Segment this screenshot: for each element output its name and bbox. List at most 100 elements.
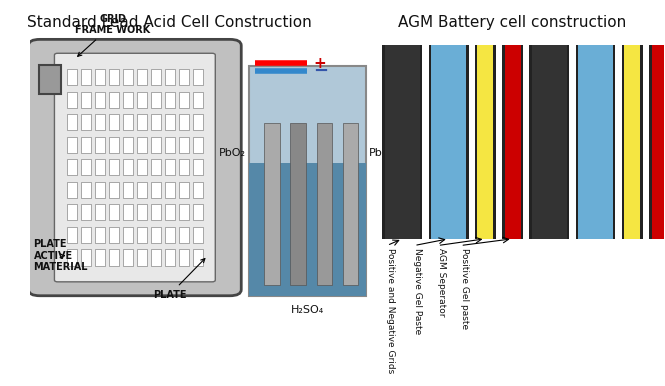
Bar (649, 46, 665, 239)
Bar (265, 124, 280, 285)
Bar (193, 182, 203, 198)
Bar (151, 91, 161, 108)
Bar (179, 182, 190, 198)
Bar (66, 137, 77, 153)
Bar (291, 124, 306, 285)
Bar (151, 137, 161, 153)
Bar (179, 204, 190, 220)
FancyBboxPatch shape (55, 53, 215, 282)
Bar (193, 227, 203, 243)
Bar (529, 46, 569, 239)
Bar (123, 91, 133, 108)
Bar (95, 91, 105, 108)
Bar (80, 137, 91, 153)
Bar (123, 159, 133, 175)
Bar (151, 114, 161, 130)
Bar (137, 137, 147, 153)
Text: Pb: Pb (369, 149, 383, 158)
Bar (165, 249, 175, 266)
Bar (80, 227, 91, 243)
Bar (431, 46, 466, 239)
Bar (165, 137, 175, 153)
Bar (123, 227, 133, 243)
Bar (137, 227, 147, 243)
Bar (80, 159, 91, 175)
Bar (165, 114, 175, 130)
Bar (66, 204, 77, 220)
Bar (151, 204, 161, 220)
Text: H₂SO₄: H₂SO₄ (291, 305, 324, 315)
Text: Standard Lead Acid Cell Construction: Standard Lead Acid Cell Construction (27, 15, 312, 30)
Bar (95, 204, 105, 220)
Bar (80, 182, 91, 198)
Bar (39, 65, 61, 94)
Bar (66, 159, 77, 175)
Bar (151, 182, 161, 198)
Bar (576, 46, 616, 239)
Bar (165, 204, 175, 220)
Bar (165, 159, 175, 175)
Bar (95, 69, 105, 85)
Bar (165, 69, 175, 85)
Bar (66, 114, 77, 130)
Text: PbO₂: PbO₂ (219, 149, 245, 158)
Bar (95, 249, 105, 266)
Bar (249, 163, 366, 296)
Bar (80, 114, 91, 130)
Bar (137, 69, 147, 85)
Bar (66, 182, 77, 198)
Bar (429, 46, 469, 239)
Bar (137, 249, 147, 266)
Bar (179, 159, 190, 175)
Bar (109, 182, 119, 198)
Bar (165, 227, 175, 243)
Text: +: + (313, 56, 326, 71)
Bar (137, 204, 147, 220)
Bar (179, 249, 190, 266)
Bar (137, 114, 147, 130)
Text: Negative Gel Paste: Negative Gel Paste (414, 248, 422, 334)
Bar (317, 124, 332, 285)
Bar (66, 69, 77, 85)
Bar (193, 91, 203, 108)
Bar (151, 69, 161, 85)
Bar (382, 46, 422, 239)
Text: AGM Seperator: AGM Seperator (437, 248, 446, 317)
Bar (652, 46, 665, 239)
Bar (109, 114, 119, 130)
Bar (95, 182, 105, 198)
Bar (179, 227, 190, 243)
Bar (193, 69, 203, 85)
Bar (151, 227, 161, 243)
Bar (505, 46, 521, 239)
Bar (249, 66, 366, 296)
Bar (123, 137, 133, 153)
Bar (80, 91, 91, 108)
Text: Positive and Negative Grids: Positive and Negative Grids (386, 248, 395, 373)
Bar (137, 182, 147, 198)
Bar (578, 46, 613, 239)
Bar (123, 114, 133, 130)
Bar (193, 137, 203, 153)
Bar (179, 69, 190, 85)
Bar (109, 91, 119, 108)
Bar (66, 91, 77, 108)
Bar (109, 137, 119, 153)
Bar (179, 114, 190, 130)
Bar (95, 114, 105, 130)
FancyBboxPatch shape (29, 39, 241, 296)
Bar (109, 159, 119, 175)
Text: GRID
FRAME WORK: GRID FRAME WORK (75, 14, 150, 56)
Text: Positive Gel paste: Positive Gel paste (460, 248, 469, 329)
Bar (95, 137, 105, 153)
Bar (165, 182, 175, 198)
Bar (109, 227, 119, 243)
Bar (502, 46, 523, 239)
Bar (193, 249, 203, 266)
Bar (123, 204, 133, 220)
Bar (179, 91, 190, 108)
Bar (123, 182, 133, 198)
Bar (385, 46, 420, 239)
Text: −: − (313, 62, 329, 80)
Bar (109, 249, 119, 266)
